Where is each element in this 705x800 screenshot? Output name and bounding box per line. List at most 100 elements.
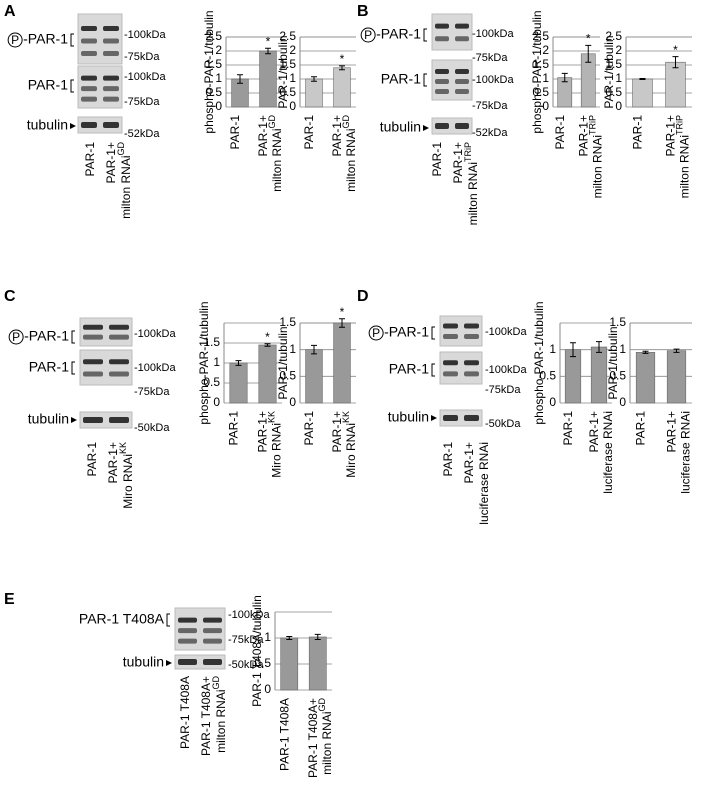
lane-label-line: PAR-1 T408A+ — [199, 676, 213, 756]
y-tick-label: 1 — [264, 630, 271, 644]
kda-label: -100kDa — [228, 609, 270, 621]
x-tick-label-sup: KK — [267, 411, 277, 423]
x-tick-label: luciferase RNAi — [601, 411, 615, 494]
lane-label-line: milton RNAi — [466, 162, 480, 225]
arrowhead — [423, 125, 429, 131]
blot-band — [83, 334, 103, 340]
bar — [635, 352, 656, 404]
y-tick-label: 0.5 — [254, 656, 271, 670]
blot-band — [103, 38, 119, 44]
y-tick-label: 1 — [289, 342, 296, 356]
x-tick-label: milton RNAiTRiP — [588, 115, 605, 198]
blot-label: tubulin — [380, 119, 421, 135]
x-tick-label-line: PAR-1+ — [330, 411, 344, 452]
blot-band — [103, 75, 119, 81]
x-tick-label-sup: GD — [341, 114, 351, 128]
bracket — [70, 79, 74, 93]
error-bar — [585, 44, 592, 63]
bracket — [423, 73, 427, 87]
bracket — [71, 330, 75, 344]
blot-label: tubulin — [388, 409, 429, 425]
kda-label: -52kDa — [472, 127, 508, 139]
x-tick-label: PAR-1+ — [576, 115, 590, 156]
x-tick-label: PAR-1 T408A — [277, 698, 291, 771]
y-tick-label: 1 — [615, 71, 622, 85]
blot-band — [81, 86, 97, 92]
x-tick-label: PAR-1+ — [665, 411, 679, 452]
x-tick-label-line: PAR-1+ — [664, 115, 678, 156]
y-axis-label: phospho-PAR-1/tubulin — [202, 10, 216, 133]
blot-label: -PAR-1 — [24, 328, 69, 344]
bar — [333, 322, 351, 404]
lane-label: PAR-1+ — [462, 442, 476, 483]
x-tick-label: luciferase RNAi — [679, 411, 693, 494]
blot — [79, 349, 133, 386]
blot-band — [81, 38, 97, 44]
phospho-circle — [7, 32, 23, 48]
x-tick-label-line: PAR-1+ — [665, 411, 679, 452]
lane-label: PAR-1 T408A+ — [199, 676, 213, 756]
y-tick-label: 1.5 — [203, 335, 220, 349]
blot — [79, 411, 133, 429]
y-tick-label: 1 — [215, 71, 222, 85]
blot-band — [109, 371, 129, 377]
kda-label: -75kDa — [134, 386, 170, 398]
error-bar — [570, 342, 576, 358]
blot-band — [455, 123, 469, 129]
y-tick-label: 0 — [215, 99, 222, 113]
phospho-symbol: P — [364, 28, 372, 42]
blot-band — [178, 628, 197, 634]
significance: * — [340, 52, 345, 66]
y-tick-label: 2.5 — [279, 29, 296, 43]
x-tick-label-sup: TRiP — [588, 115, 598, 135]
blot-band — [455, 79, 469, 84]
blot-band — [203, 659, 222, 665]
bar — [632, 78, 653, 108]
blot-band — [455, 69, 469, 74]
error-bar — [339, 318, 345, 328]
y-tick-label: 1 — [549, 342, 556, 356]
y-axis-label: phospho-PAR-1/tubulin — [530, 10, 544, 133]
x-tick-label: PAR-1 — [631, 115, 645, 150]
lane-label-line: milton RNAi — [214, 690, 228, 753]
kda-label: -50kDa — [485, 418, 521, 430]
x-tick-label-sup: GD — [317, 697, 327, 711]
blot-label: tubulin — [28, 411, 69, 427]
phospho-symbol: P — [372, 326, 380, 340]
x-tick-label: PAR-1 — [302, 115, 316, 150]
x-tick-label: Miro RNAiKK — [341, 411, 358, 478]
y-axis-label: phospho-PAR-1/tubulin — [532, 301, 546, 424]
y-tick-label: 0 — [264, 682, 271, 696]
bracket — [431, 363, 435, 377]
x-tick-label: PAR-1 T408A+ — [306, 698, 320, 778]
y-tick-label: 1.5 — [609, 315, 626, 329]
blot-band — [103, 86, 119, 92]
blot-band — [103, 51, 119, 56]
x-tick-label-line: PAR-1 — [553, 115, 567, 150]
x-tick-label-line: PAR-1+ — [256, 411, 270, 452]
lane-label: PAR-1+ — [106, 442, 120, 483]
blot-band — [83, 324, 103, 330]
kda-label: -100kDa — [485, 326, 527, 338]
blot-band — [81, 122, 97, 128]
lane-label: PAR-1 — [430, 142, 444, 177]
bar — [308, 636, 327, 691]
bar — [665, 61, 686, 108]
x-tick-label: PAR-1+ — [587, 411, 601, 452]
error-bar — [639, 77, 646, 81]
x-tick-label-line: PAR-1 — [302, 411, 316, 446]
phospho-circle — [8, 329, 24, 345]
y-axis-label: PAR-1/tubulin — [276, 326, 290, 399]
blot-band — [109, 324, 129, 330]
x-tick-label-line: PAR-1 — [561, 411, 575, 446]
lane-label-line: PAR-1 T408A — [178, 676, 192, 749]
kda-label: -75kDa — [485, 384, 521, 396]
phospho-circle — [360, 27, 376, 43]
blot — [77, 116, 123, 134]
blot-band — [81, 96, 97, 102]
blot-band — [203, 628, 222, 634]
panel-letter: E — [4, 591, 15, 608]
blot-label: PAR-1 T408A — [79, 611, 165, 627]
y-tick-label: 0.5 — [605, 85, 622, 99]
